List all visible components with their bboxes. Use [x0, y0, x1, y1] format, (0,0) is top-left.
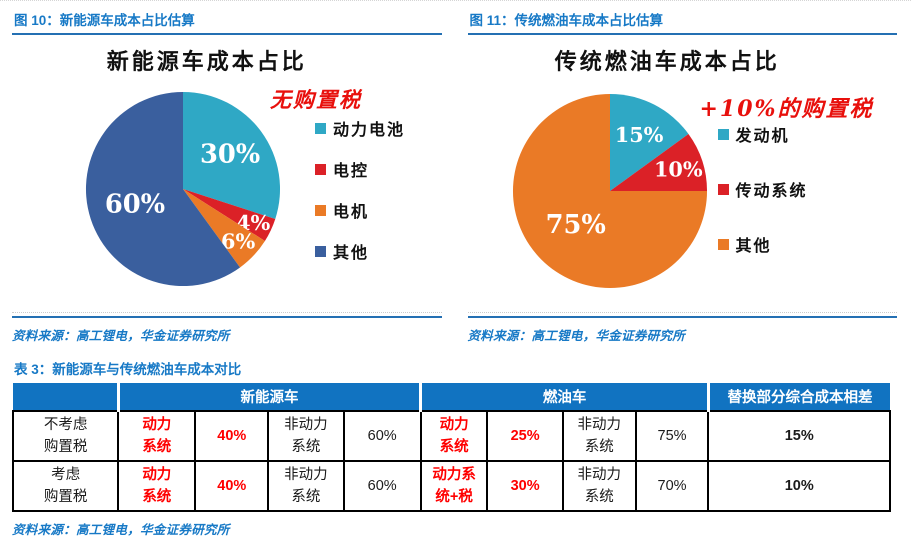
legend-item: 电机 — [315, 198, 405, 222]
table-cell: 40% — [194, 460, 270, 512]
table-cell: 75% — [634, 410, 710, 462]
table-cell: 动力 系统 — [419, 410, 489, 462]
pie-slice — [183, 189, 276, 241]
figure-11: 图 11：传统燃油车成本占比估算 传统燃油车成本占比 15% 10% 75% +10… — [456, 1, 911, 344]
table-cell: 60% — [342, 410, 422, 462]
legend-label: 传动系统 — [735, 181, 808, 200]
table-row: 不考虑 购置税 动力 系统 40% 非动力 系统 60% 动力 系统 25% 非动力 系统 75… — [11, 410, 891, 462]
legend-item: 动力电池 — [315, 116, 405, 140]
table-cell: 动力 系统 — [117, 460, 197, 512]
table-cell: 非动力 系统 — [561, 410, 637, 462]
figure-10-dotted-rule — [12, 312, 442, 313]
legend-marker-icon — [315, 163, 326, 175]
legend-label: 其他 — [735, 236, 772, 255]
table-row: 考虑 购置税 动力 系统 40% 非动力 系统 60% 动力系 统+税 30% 非动力 系统 7… — [11, 460, 891, 512]
cost-table-body: 不考虑 购置税 动力 系统 40% 非动力 系统 60% 动力 系统 25% 非动力 系统 75… — [11, 410, 891, 512]
pie-percent-label: 30% — [200, 140, 260, 170]
pie-slice — [183, 189, 265, 268]
legend-marker-icon — [717, 183, 729, 195]
cost-table-head-row: 新能源车 燃油车 替换部分综合成本相差 — [13, 383, 890, 411]
legend-marker-icon — [717, 238, 729, 250]
pie-slice — [609, 93, 688, 191]
pie2-annotation: +10%的购置税 — [699, 96, 874, 122]
pie-slice — [512, 93, 707, 289]
pie-chart-fuel-cost: 15% 10% 75% — [512, 93, 707, 289]
table-cell: 25% — [486, 410, 564, 462]
pie-percent-label: 15% — [614, 122, 663, 147]
table-cell: 70% — [634, 460, 710, 512]
table-cell: 10% — [707, 460, 891, 512]
table-header-empty — [13, 383, 119, 411]
pie1-title: 新能源车成本占比 — [106, 49, 307, 75]
legend-label: 动力电池 — [333, 120, 406, 139]
figure-11-heading: 图 11：传统燃油车成本占比估算 — [467, 6, 897, 35]
pie2-title: 传统燃油车成本占比 — [554, 49, 780, 75]
pie2-legend: 发动机 传动系统 其他 — [717, 122, 808, 256]
table-3-title: 表 3：新能源车与传统燃油车成本对比 — [14, 362, 242, 377]
table-cell: 15% — [707, 410, 891, 462]
legend-label: 电机 — [333, 202, 370, 221]
pie-percent-label: 75% — [545, 210, 605, 240]
pie-chart-nev-cost: 30%4%6%60% — [85, 91, 281, 287]
pie-percent-label: 60% — [105, 189, 165, 219]
legend-label: 电控 — [333, 161, 370, 180]
table-3-source: 资料来源：高工锂电，华金证券研究所 — [12, 523, 230, 537]
figure-11-dotted-rule — [467, 312, 897, 313]
table-row-label: 不考虑 购置税 — [11, 410, 120, 462]
legend-marker-icon — [315, 204, 326, 216]
pie-slice — [183, 91, 281, 219]
pie1-legend: 动力电池电控电机其他 — [315, 116, 405, 263]
table-row-label: 考虑 购置税 — [11, 460, 120, 512]
table-cell: 动力系 统+税 — [419, 460, 489, 512]
legend-item: 其他 — [315, 239, 405, 263]
figure-10-chart-area: 新能源车成本占比 30% 4% 6% 60% 无购置税 动力电池电控电机其他 — [12, 44, 442, 310]
legend-item: 电控 — [315, 157, 405, 181]
table-cell: 动力 系统 — [117, 410, 197, 462]
figure-11-chart-area: 传统燃油车成本占比 15% 10% 75% +10%的购置税 发动机传动系统其他 — [468, 44, 898, 310]
cost-comparison-table: 新能源车 燃油车 替换部分综合成本相差 不考虑 购置税 动力 系统 40% 非动力 系统 6… — [11, 383, 891, 512]
legend-marker-icon — [315, 245, 326, 257]
figure-11-bottom-rule — [467, 316, 897, 318]
figure-11-source: 资料来源：高工锂电，华金证券研究所 — [467, 329, 686, 343]
figure-10: 图 10：新能源车成本占比估算 新能源车成本占比 30% 4% 6% 60% 无购置税… — [0, 1, 456, 344]
legend-item: 发动机 — [717, 122, 808, 146]
pie-slice — [85, 91, 241, 287]
table-cell: 30% — [486, 460, 564, 512]
figure-10-bottom-rule — [12, 316, 442, 318]
table-header-group: 替换部分综合成本相差 — [706, 383, 890, 411]
legend-item: 其他 — [717, 232, 808, 256]
table-cell: 非动力 系统 — [267, 410, 345, 462]
legend-marker-icon — [315, 122, 326, 134]
legend-item: 传动系统 — [717, 177, 808, 201]
table-cell: 60% — [342, 460, 422, 512]
legend-label: 发动机 — [735, 126, 790, 145]
table-cell: 40% — [194, 410, 270, 462]
table-cell: 非动力 系统 — [267, 460, 345, 512]
table-header-group: 燃油车 — [419, 383, 709, 411]
figure-10-source: 资料来源：高工锂电，华金证券研究所 — [12, 329, 230, 343]
figure-10-heading: 图 10：新能源车成本占比估算 — [12, 6, 442, 35]
legend-label: 其他 — [333, 243, 370, 262]
figures-row: 图 10：新能源车成本占比估算 新能源车成本占比 30% 4% 6% 60% 无购置税… — [0, 1, 911, 344]
legend-marker-icon — [717, 128, 729, 140]
table-header-group: 新能源车 — [116, 383, 421, 411]
pie-slice — [609, 133, 707, 191]
pie1-annotation: 无购置税 — [270, 87, 362, 112]
pie-percent-label: 10% — [653, 157, 702, 182]
table-section: 表 3：新能源车与传统燃油车成本对比 新能源车 燃油车 替换部分综合成本相差 不考虑… — [0, 344, 911, 538]
table-cell: 非动力 系统 — [561, 460, 637, 512]
